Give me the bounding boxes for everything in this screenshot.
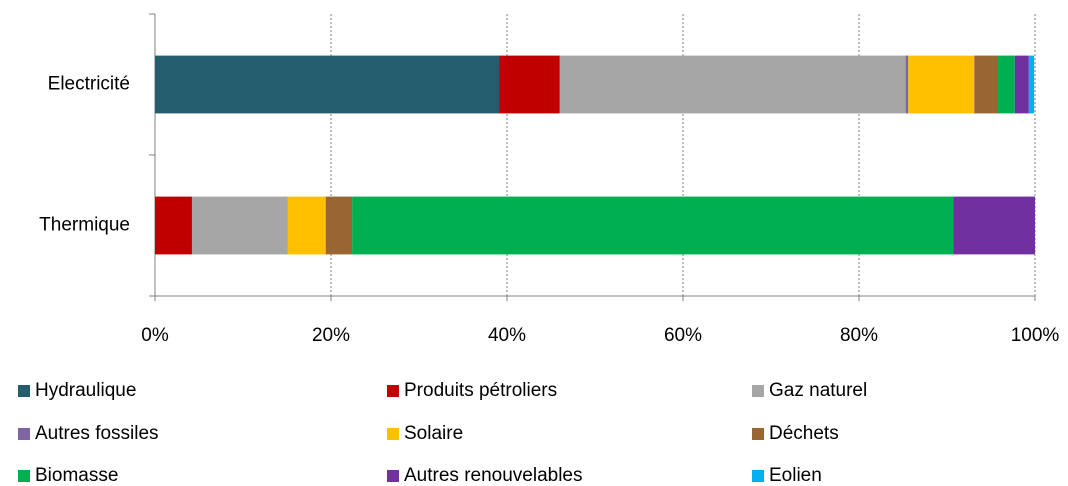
legend-swatch bbox=[18, 428, 30, 440]
legend-swatch bbox=[18, 385, 30, 397]
bar-segment bbox=[1028, 55, 1035, 114]
legend-swatch bbox=[387, 470, 399, 482]
legend-label: Déchets bbox=[769, 423, 839, 444]
legend-swatch bbox=[387, 385, 399, 397]
x-tick-label: 100% bbox=[1011, 325, 1060, 346]
bar-segment bbox=[905, 55, 909, 114]
legend-label: Eolien bbox=[769, 465, 822, 486]
legend-label: Produits pétroliers bbox=[404, 380, 557, 401]
y-tick-label: Electricité bbox=[48, 74, 130, 95]
legend-label: Solaire bbox=[404, 423, 463, 444]
legend-swatch bbox=[752, 428, 764, 440]
bar-segment bbox=[499, 55, 560, 114]
bar-segment bbox=[155, 55, 500, 114]
bar-segment bbox=[998, 55, 1015, 114]
legend-swatch bbox=[387, 428, 399, 440]
bar-segment bbox=[325, 196, 353, 255]
x-tick-label: 80% bbox=[840, 325, 878, 346]
legend-swatch bbox=[18, 470, 30, 482]
legend-label: Gaz naturel bbox=[769, 380, 867, 401]
bar-segment bbox=[908, 55, 975, 114]
bar-segment bbox=[1014, 55, 1029, 114]
legend-swatch bbox=[752, 470, 764, 482]
legend-label: Autres fossiles bbox=[35, 423, 159, 444]
x-tick-label: 40% bbox=[488, 325, 526, 346]
x-tick-label: 60% bbox=[664, 325, 702, 346]
y-tick-label: Thermique bbox=[39, 215, 130, 236]
bar-segment bbox=[974, 55, 999, 114]
legend-label: Autres renouvelables bbox=[404, 465, 583, 486]
legend-swatch bbox=[752, 385, 764, 397]
bar-segment bbox=[287, 196, 326, 255]
bar-segment bbox=[559, 55, 906, 114]
legend-label: Biomasse bbox=[35, 465, 118, 486]
x-tick-label: 0% bbox=[141, 325, 169, 346]
bar-segment bbox=[352, 196, 954, 255]
legend-label: Hydraulique bbox=[35, 380, 136, 401]
bar-segment bbox=[953, 196, 1035, 255]
bar-segment bbox=[155, 196, 192, 255]
bar-segment bbox=[191, 196, 288, 255]
x-tick-label: 20% bbox=[312, 325, 350, 346]
